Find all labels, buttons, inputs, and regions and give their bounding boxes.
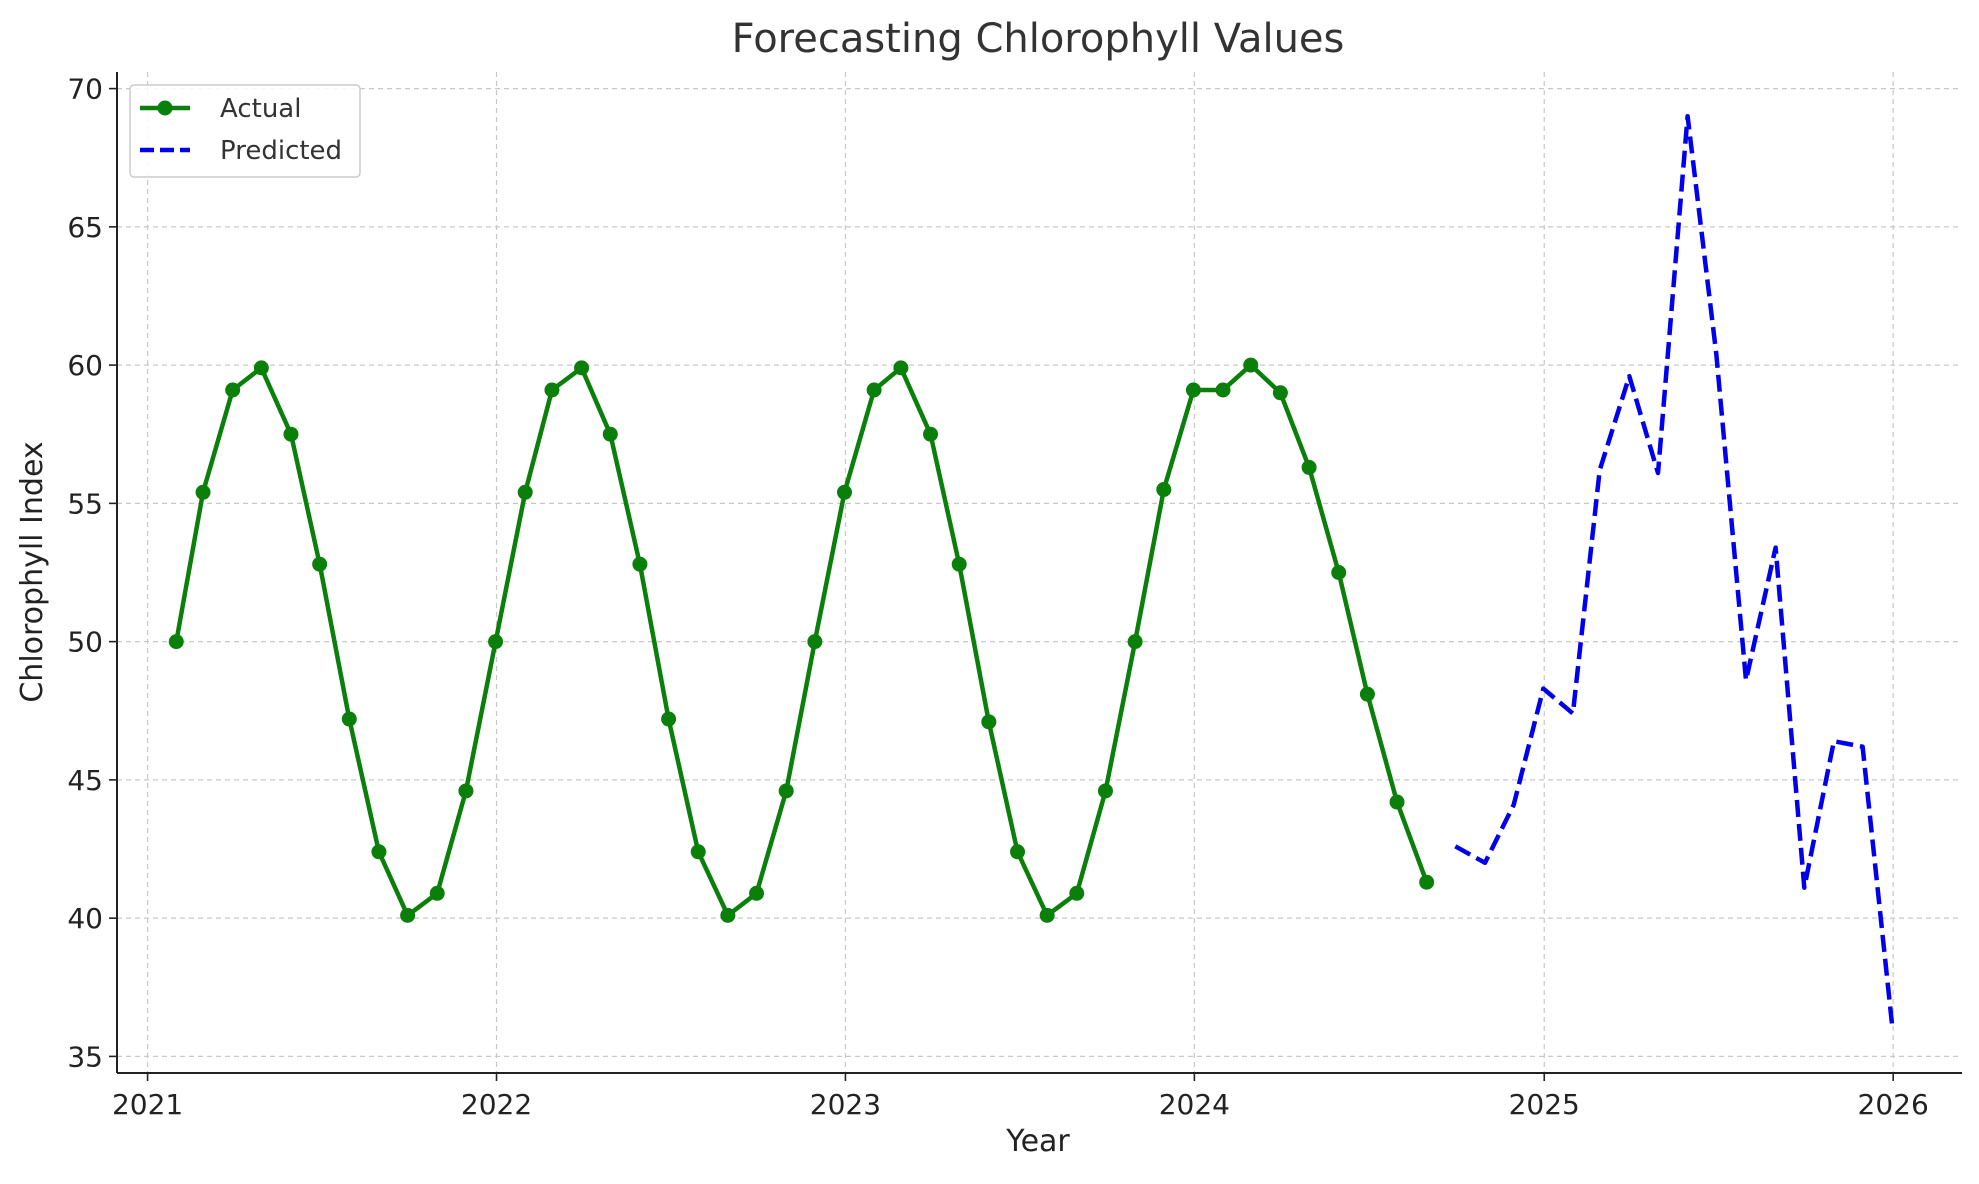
y-tick-label: 65 (67, 211, 103, 244)
chart-title: Forecasting Chlorophyll Values (732, 16, 1345, 62)
data-point-actual (602, 426, 618, 442)
series-line-predicted (1454, 113, 1895, 1027)
y-tick-label: 50 (67, 626, 103, 659)
y-tick-label: 55 (67, 487, 103, 520)
data-point-actual (283, 426, 299, 442)
grid-lines (117, 72, 1962, 1073)
x-tick-label: 2022 (461, 1088, 532, 1121)
y-tick-label: 60 (67, 349, 103, 382)
y-tick-label: 45 (67, 764, 103, 797)
data-point-actual (544, 382, 560, 398)
data-point-actual (574, 360, 590, 376)
data-point-actual (341, 711, 357, 727)
data-point-actual (807, 634, 823, 650)
data-point-actual (400, 907, 416, 923)
data-point-actual (1127, 634, 1143, 650)
x-tick-label: 2026 (1858, 1088, 1929, 1121)
data-point-actual (1331, 565, 1347, 580)
y-tick-label: 70 (67, 73, 103, 106)
data-point-actual (1069, 885, 1085, 901)
data-point-actual (225, 382, 241, 398)
data-point-actual (1156, 482, 1172, 498)
axes: 2021 2022 2023 2024 2025 2026 35 40 45 50 55 60 65 70 (67, 72, 1962, 1121)
data-point-actual (458, 783, 474, 799)
data-point-actual (371, 844, 387, 860)
data-point-actual (1272, 385, 1288, 401)
data-point-actual (1419, 874, 1435, 890)
data-point-actual (1185, 382, 1201, 398)
data-point-actual (1097, 783, 1113, 799)
y-tick-label: 40 (67, 902, 103, 935)
data-point-actual (661, 711, 677, 727)
data-point-actual (981, 714, 997, 730)
legend-label-predicted: Predicted (220, 136, 342, 166)
data-point-actual (893, 360, 909, 376)
legend-label-actual: Actual (220, 94, 301, 124)
data-point-actual (168, 634, 184, 650)
data-point-actual (690, 844, 706, 860)
legend-marker-actual (157, 100, 173, 116)
data-point-actual (1243, 357, 1259, 373)
x-tick-label: 2023 (810, 1088, 881, 1121)
x-tick-label: 2025 (1509, 1088, 1580, 1121)
data-point-actual (195, 484, 211, 500)
data-point-actual (1389, 794, 1405, 810)
data-point-actual (253, 360, 269, 376)
data-point-actual (488, 634, 504, 650)
data-point-actual (1359, 686, 1375, 702)
data-point-actual (517, 484, 533, 500)
y-axis-label: Chlorophyll Index (15, 441, 50, 702)
data-point-actual (429, 885, 445, 901)
x-axis-label: Year (1005, 1124, 1070, 1159)
data-point-actual (312, 556, 328, 572)
data-point-actual (778, 783, 794, 799)
x-tick-label: 2021 (112, 1088, 183, 1121)
data-point-actual (720, 907, 736, 923)
data-point-actual (951, 556, 967, 572)
data-point-actual (1010, 844, 1026, 860)
data-point-actual (632, 556, 648, 572)
data-point-actual (923, 426, 939, 442)
legend: Actual Predicted (129, 84, 361, 178)
data-point-actual (1215, 382, 1231, 398)
data-point-actual (866, 382, 882, 398)
data-point-actual (836, 484, 852, 500)
data-series (168, 113, 1895, 1027)
y-tick-label: 35 (67, 1040, 103, 1073)
data-point-actual (1301, 459, 1317, 475)
data-point-actual (749, 885, 765, 901)
data-point-actual (1039, 907, 1055, 923)
x-tick-label: 2024 (1159, 1088, 1230, 1121)
